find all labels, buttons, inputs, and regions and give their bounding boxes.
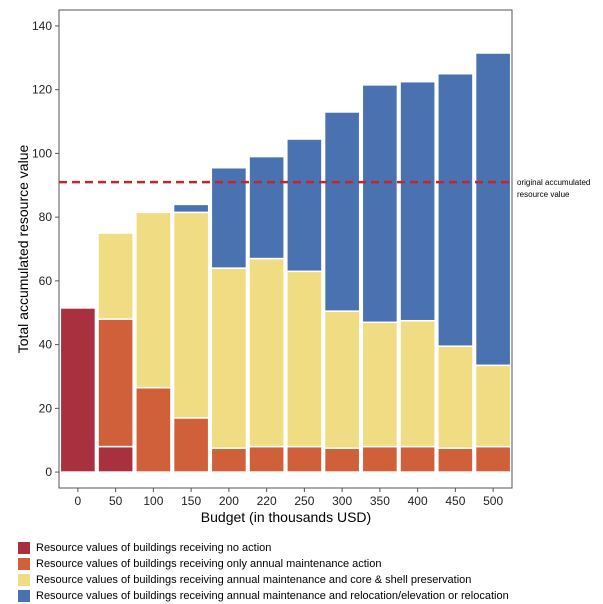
x-tick-label: 100 [143,494,163,508]
legend: Resource values of buildings receiving n… [18,540,509,604]
bar-segment [211,448,246,472]
y-tick-label: 100 [32,146,52,160]
bar-segment [325,448,360,472]
bar-segment [438,74,473,346]
legend-item: Resource values of buildings receiving a… [18,572,509,588]
bar-segment [287,139,322,271]
bar-segment [362,447,397,472]
legend-label: Resource values of buildings receiving a… [36,590,509,602]
legend-swatch [18,542,30,554]
bar-segment [98,447,133,472]
y-tick-label: 60 [39,274,53,288]
bar-segment [438,346,473,448]
bar-segment [400,82,435,321]
x-tick-label: 500 [483,494,503,508]
bar-segment [174,418,209,472]
legend-item: Resource values of buildings receiving n… [18,540,509,556]
y-axis-label: Total accumulated resource value [15,145,31,354]
x-tick-label: 300 [332,494,352,508]
bar-segment [400,321,435,447]
reference-line-label: original accumulated [517,178,590,187]
bar-segment [136,212,171,387]
bar-segment [60,308,95,472]
bar-segment [362,322,397,446]
legend-label: Resource values of buildings receiving o… [36,558,382,570]
y-tick-label: 140 [32,19,52,33]
y-tick-label: 120 [32,83,52,97]
bar-segment [249,447,284,472]
reference-line-label: resource value [517,190,570,199]
bar-segment [400,447,435,472]
bar-segment [249,157,284,259]
bar-segment [174,204,209,212]
y-tick-label: 20 [39,401,53,415]
x-tick-label: 220 [257,494,277,508]
bar-segment [287,447,322,472]
bar-segment [325,112,360,311]
x-tick-label: 350 [370,494,390,508]
bar-segment [136,388,171,472]
legend-item: Resource values of buildings receiving a… [18,588,509,604]
legend-swatch [18,558,30,570]
bar-segment [249,259,284,447]
bar-segment [98,319,133,446]
x-tick-label: 200 [219,494,239,508]
y-tick-label: 40 [39,338,53,352]
bar-segment [325,311,360,448]
legend-swatch [18,574,30,586]
bar-segment [287,271,322,446]
legend-item: Resource values of buildings receiving o… [18,556,509,572]
bar-segment [174,212,209,418]
bar-segment [476,365,511,446]
legend-swatch [18,590,30,602]
x-tick-label: 150 [181,494,201,508]
x-tick-label: 450 [445,494,465,508]
bar-segment [211,268,246,448]
x-tick-label: 400 [408,494,428,508]
x-tick-label: 50 [109,494,123,508]
bar-segment [476,447,511,472]
bar-segment [362,85,397,322]
y-axis: 0 20 40 60 80 100 120 140 [32,19,59,479]
legend-label: Resource values of buildings receiving n… [36,542,271,554]
legend-label: Resource values of buildings receiving a… [36,574,471,586]
bar-segment [476,53,511,365]
x-tick-label: 250 [294,494,314,508]
y-tick-label: 0 [45,465,52,479]
x-axis-label: Budget (in thousands USD) [201,509,371,525]
x-tick-label: 0 [75,494,82,508]
x-axis: 0 50 100 150 200 220 250 300 350 400 450 500 [75,488,504,508]
bar-segment [438,448,473,472]
y-tick-label: 80 [39,210,53,224]
bar-segment [98,233,133,319]
